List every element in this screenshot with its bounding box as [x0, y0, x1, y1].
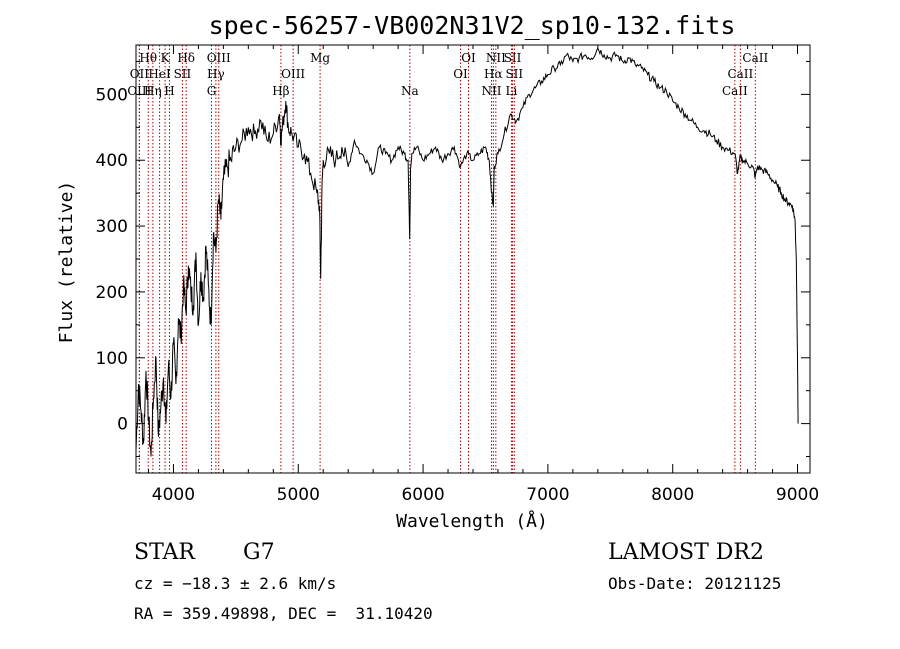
- line-label-20: NII: [486, 51, 506, 65]
- line-label-22: SII: [505, 67, 523, 81]
- x-tick-label-8000: 8000: [651, 485, 694, 505]
- line-label-11: G: [207, 84, 217, 98]
- y-tick-label-100: 100: [96, 349, 128, 369]
- x-axis-label: Wavelength (Å): [396, 510, 548, 532]
- chart-title: spec-56257-VB002N31V2_sp10-132.fits: [209, 11, 736, 40]
- coordinates: RA = 359.49898, DEC = 31.10420: [134, 604, 433, 623]
- plot-frame: [135, 44, 811, 474]
- spectrum-series: [135, 47, 799, 457]
- x-tick-label-7000: 7000: [526, 485, 569, 505]
- line-label-10: Hγ: [207, 67, 225, 81]
- line-label-25: CaII: [727, 67, 753, 81]
- y-axis-label: Flux (relative): [56, 181, 77, 344]
- line-label-8: Hδ: [177, 51, 195, 65]
- line-label-9: OIII: [207, 51, 231, 65]
- line-label-18: NII: [481, 84, 501, 98]
- line-label-12: Hβ: [272, 84, 289, 98]
- line-label-13: OIII: [281, 67, 305, 81]
- line-label-15: Na: [401, 84, 419, 98]
- y-axis-ticks: 0 100 200 300 400 500: [96, 60, 810, 458]
- y-tick-label-400: 400: [96, 151, 128, 171]
- line-label-6: H: [164, 84, 174, 98]
- line-label-17: OI: [461, 51, 476, 65]
- line-label-16: OI: [453, 67, 468, 81]
- line-label-24: CaII: [722, 84, 748, 98]
- object-class: STAR: [134, 540, 195, 565]
- line-label-0: Hθ: [139, 51, 157, 65]
- y-tick-label-200: 200: [96, 283, 128, 303]
- observation-date: Obs-Date: 20121125: [608, 574, 782, 593]
- object-subclass: G7: [243, 540, 275, 565]
- x-tick-label-6000: 6000: [401, 485, 444, 505]
- survey-name: LAMOST DR2: [608, 540, 764, 565]
- line-label-23: Li: [506, 84, 518, 98]
- line-label-2: OIII: [127, 84, 151, 98]
- line-label-5: K: [161, 51, 171, 65]
- y-tick-label-300: 300: [96, 217, 128, 237]
- y-tick-label-500: 500: [96, 85, 128, 105]
- line-label-3: Hη: [144, 84, 162, 98]
- x-tick-label-5000: 5000: [277, 485, 320, 505]
- line-label-21: SII: [504, 51, 522, 65]
- line-label-19: Hα: [484, 67, 503, 81]
- x-tick-label-4000: 4000: [152, 485, 195, 505]
- line-label-14: Mg: [310, 51, 330, 65]
- x-axis-ticks: 4000 5000 6000 7000 8000 9000: [147, 45, 819, 505]
- x-tick-label-9000: 9000: [776, 485, 819, 505]
- line-label-4: HeI: [148, 67, 171, 81]
- redshift-velocity: cz = −18.3 ± 2.6 km/s: [134, 574, 337, 593]
- line-label-7: SII: [174, 67, 192, 81]
- line-label-26: CaII: [742, 51, 768, 65]
- y-tick-label-0: 0: [117, 415, 128, 435]
- spectrum-line: [135, 47, 799, 457]
